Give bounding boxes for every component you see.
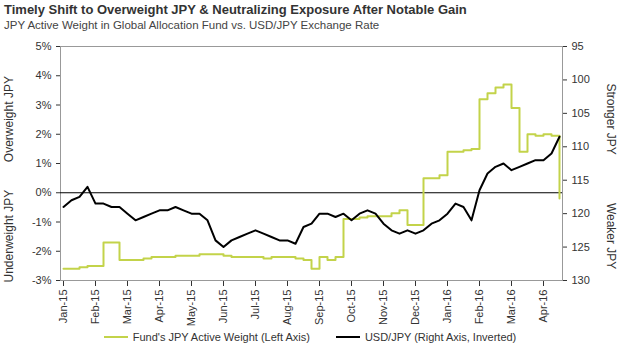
svg-text:125: 125 [572,241,590,253]
svg-text:130: 130 [572,274,590,286]
html-text:USD/JPY (Right Axis, Inverted): USD/JPY (Right Axis, Inverted) [364,331,517,343]
svg-text:1%: 1% [36,157,52,169]
svg-text:May-15: May-15 [185,290,197,327]
svg-text:Jan-15: Jan-15 [57,290,69,324]
svg-text:Stronger JPY: Stronger JPY [604,83,618,154]
svg-text:Aug-15: Aug-15 [281,290,293,325]
svg-text:110: 110 [572,140,590,152]
svg-text:3%: 3% [36,99,52,111]
svg-text:Feb-16: Feb-16 [473,290,485,325]
html-text:Timely Shift to Overweight JPY: Timely Shift to Overweight JPY & Neutral… [4,2,467,17]
svg-text:0%: 0% [36,186,52,198]
svg-text:Jun-15: Jun-15 [217,290,229,324]
svg-text:-3%: -3% [32,274,52,286]
svg-text:2%: 2% [36,128,52,140]
svg-text:Oct-15: Oct-15 [345,290,357,323]
svg-text:Jul-15: Jul-15 [249,290,261,320]
svg-text:-2%: -2% [32,245,52,257]
svg-text:Mar-15: Mar-15 [121,290,133,325]
svg-text:Underweight JPY: Underweight JPY [2,190,16,283]
svg-text:Overweight JPY: Overweight JPY [2,76,16,162]
svg-text:Weaker JPY: Weaker JPY [604,203,618,269]
svg-text:Jan-16: Jan-16 [441,290,453,324]
svg-text:Apr-16: Apr-16 [537,290,549,323]
svg-text:Mar-16: Mar-16 [505,290,517,325]
svg-text:Apr-15: Apr-15 [153,290,165,323]
svg-text:Feb-15: Feb-15 [89,290,101,325]
svg-text:120: 120 [572,207,590,219]
svg-text:105: 105 [572,107,590,119]
svg-text:5%: 5% [36,40,52,52]
svg-text:Dec-15: Dec-15 [409,290,421,325]
html-text:JPY Active Weight in Global Al: JPY Active Weight in Global Allocation F… [4,19,380,31]
svg-text:115: 115 [572,174,590,186]
svg-text:Sep-15: Sep-15 [313,290,325,325]
svg-text:95: 95 [572,40,584,52]
svg-text:100: 100 [572,73,590,85]
svg-text:-1%: -1% [32,216,52,228]
html-text:Fund's JPY Active Weight (Left: Fund's JPY Active Weight (Left Axis) [132,331,310,343]
svg-text:Nov-15: Nov-15 [377,290,389,325]
svg-text:4%: 4% [36,69,52,81]
